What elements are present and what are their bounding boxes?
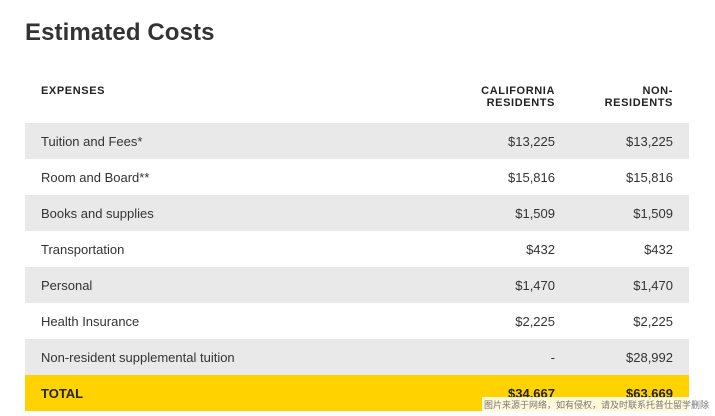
- page-title: Estimated Costs: [25, 19, 215, 46]
- row-california-value: $2,225: [515, 313, 555, 329]
- row-non-resident-value: $15,816: [626, 169, 673, 185]
- table-row: Books and supplies $1,509 $1,509: [25, 195, 689, 231]
- row-california-value: $13,225: [409, 123, 571, 159]
- row-california-value: $1,470: [409, 267, 571, 303]
- row-label: Tuition and Fees*: [25, 123, 409, 159]
- table-row: Non-resident supplemental tuition - $28,…: [25, 339, 689, 375]
- row-label: Personal: [25, 267, 409, 303]
- header-non-line1: NON-: [642, 85, 673, 97]
- header-california-residents: CALIFORNIA RESIDENTS: [409, 80, 571, 123]
- row-california-value: $15,816: [508, 169, 555, 185]
- table-row: Tuition and Fees* $13,225 $13,225: [25, 123, 689, 159]
- estimated-costs-table: EXPENSES CALIFORNIA RESIDENTS NON- RESID…: [25, 80, 689, 411]
- row-california-value: -: [409, 339, 571, 375]
- row-california-value: $1,509: [409, 195, 571, 231]
- header-non-residents: NON- RESIDENTS: [571, 80, 689, 123]
- table-row: Room and Board** $15,816 $15,816: [25, 159, 689, 195]
- row-label: Books and supplies: [25, 195, 409, 231]
- header-non-line2: RESIDENTS: [604, 97, 673, 109]
- header-expenses-label: EXPENSES: [41, 85, 106, 97]
- header-california-line1: CALIFORNIA: [481, 85, 555, 97]
- image-source-watermark: 图片来源于网络，如有侵权，请及时联系托普仕留学删除: [481, 397, 711, 412]
- row-non-resident-value: $1,509: [571, 195, 689, 231]
- row-label: Room and Board**: [41, 169, 150, 185]
- row-non-resident-value: $1,470: [571, 267, 689, 303]
- row-non-resident-value: $28,992: [571, 339, 689, 375]
- header-california-line2: RESIDENTS: [486, 97, 555, 109]
- table-row: Personal $1,470 $1,470: [25, 267, 689, 303]
- row-non-resident-value: $2,225: [633, 313, 673, 329]
- row-label: Health Insurance: [41, 313, 140, 329]
- table-header-row: EXPENSES CALIFORNIA RESIDENTS NON- RESID…: [25, 80, 689, 123]
- total-label: TOTAL: [25, 375, 409, 411]
- row-non-resident-value: $13,225: [571, 123, 689, 159]
- row-california-value: $432: [526, 241, 555, 257]
- row-non-resident-value: $432: [644, 241, 673, 257]
- table-row: Health Insurance $2,225 $2,225: [25, 303, 689, 339]
- header-expenses: EXPENSES: [25, 80, 409, 123]
- row-label: Transportation: [41, 241, 125, 257]
- table-row: Transportation $432 $432: [25, 231, 689, 267]
- row-label: Non-resident supplemental tuition: [25, 339, 409, 375]
